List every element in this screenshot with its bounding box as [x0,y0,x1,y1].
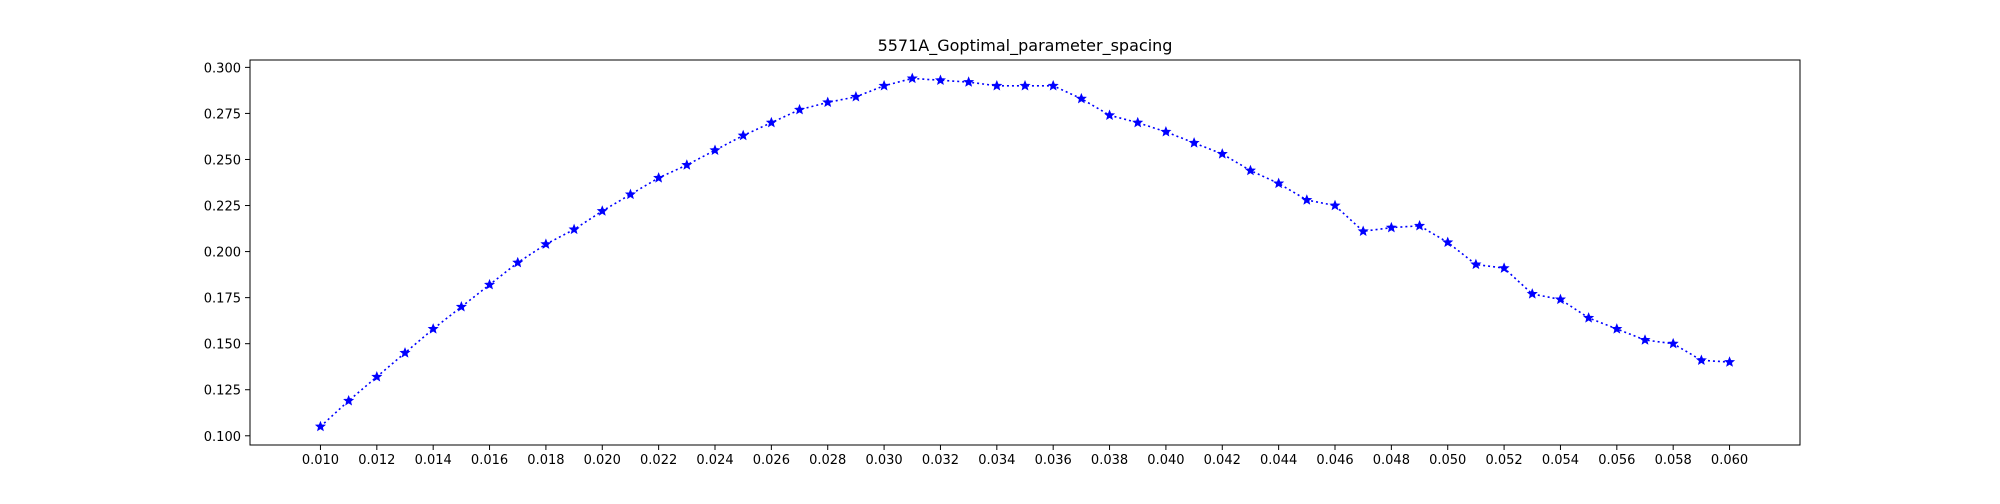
data-point-star [850,91,862,102]
data-point-star [1075,92,1087,104]
data-point-star [737,129,749,141]
data-point-star [1132,116,1144,128]
data-point-star [1216,148,1228,159]
data-point-star [427,323,439,334]
y-tick-label: 0.275 [204,107,241,122]
data-point-star [1526,288,1538,299]
data-point-star [1385,221,1397,233]
x-tick-label: 0.050 [1429,453,1466,468]
data-point-star [624,188,636,200]
x-tick-label: 0.038 [1091,453,1128,468]
data-point-star [1188,137,1200,148]
x-tick-label: 0.056 [1598,453,1635,468]
data-point-star [709,144,721,155]
data-point-star [878,79,890,91]
data-point-star [1047,79,1059,91]
plot-frame [249,59,1801,446]
data-point-star [1357,225,1369,237]
data-point-star [1301,194,1313,205]
data-point-star [371,371,383,382]
data-point-star [991,79,1003,91]
x-tick-label: 0.014 [415,453,452,468]
data-point-star [1583,312,1595,323]
x-tick-label: 0.036 [1035,453,1072,468]
x-tick-label: 0.024 [696,453,733,468]
data-point-star [399,347,411,358]
data-point-star [314,420,326,432]
chart-title: 5571A_Goptimal_parameter_spacing [878,36,1173,56]
data-point-star [681,159,693,170]
x-tick-label: 0.028 [809,453,846,468]
x-tick-label: 0.052 [1485,453,1522,468]
x-tick-label: 0.034 [978,453,1015,468]
x-tick-label: 0.012 [358,453,395,468]
data-point-star [1414,219,1426,231]
x-tick-label: 0.020 [584,453,621,468]
x-tick-label: 0.016 [471,453,508,468]
data-point-star [1104,109,1116,120]
y-tick-label: 0.250 [204,153,241,168]
x-tick-label: 0.060 [1711,453,1748,468]
data-point-star [512,256,524,268]
y-tick-label: 0.150 [204,338,241,353]
data-point-star [765,116,777,128]
y-tick-label: 0.100 [204,430,241,445]
data-point-star [1498,262,1510,273]
data-point-star [455,301,467,312]
data-point-star [1019,79,1031,91]
x-tick-label: 0.040 [1147,453,1184,468]
data-point-star [596,205,608,216]
data-point-star [1724,356,1736,367]
x-tick-label: 0.010 [302,453,339,468]
data-point-star [822,96,834,108]
y-tick-label: 0.125 [204,384,241,399]
y-tick-label: 0.175 [204,292,241,307]
data-series [314,72,1736,432]
data-point-star [484,278,496,290]
x-tick-label: 0.026 [753,453,790,468]
y-tick-label: 0.225 [204,200,241,215]
x-tick-label: 0.044 [1260,453,1297,468]
y-tick-label: 0.300 [204,61,241,76]
data-point-star [934,74,946,85]
data-point-star [963,76,975,87]
x-tick-label: 0.046 [1316,453,1353,468]
data-point-star [343,394,355,406]
data-point-star [1611,323,1623,334]
data-point-star [1442,236,1454,248]
data-point-star [1554,293,1566,305]
data-point-star [1639,334,1651,345]
y-tick-label: 0.200 [204,246,241,261]
data-point-star [540,238,552,249]
x-tick-label: 0.018 [527,453,564,468]
x-tick-label: 0.054 [1542,453,1579,468]
x-tick-label: 0.042 [1204,453,1241,468]
data-point-star [794,103,806,115]
data-point-star [1244,164,1256,176]
data-point-star [1273,177,1285,189]
x-tick-label: 0.030 [865,453,902,468]
x-tick-label: 0.032 [922,453,959,468]
data-point-star [1695,354,1707,365]
data-point-star [653,172,665,183]
x-tick-label: 0.058 [1655,453,1692,468]
x-tick-label: 0.048 [1373,453,1410,468]
data-point-star [1160,126,1172,137]
data-point-star [906,72,918,84]
data-point-star [568,223,580,235]
series-line [319,77,1730,428]
data-point-star [1470,258,1482,270]
x-tick-label: 0.022 [640,453,677,468]
data-point-star [1667,337,1679,349]
axis-ticks: 0.010 0.012 0.014 0.016 0.018 0.020 0.022 0.024… [204,61,1748,468]
data-point-star [1329,199,1341,211]
